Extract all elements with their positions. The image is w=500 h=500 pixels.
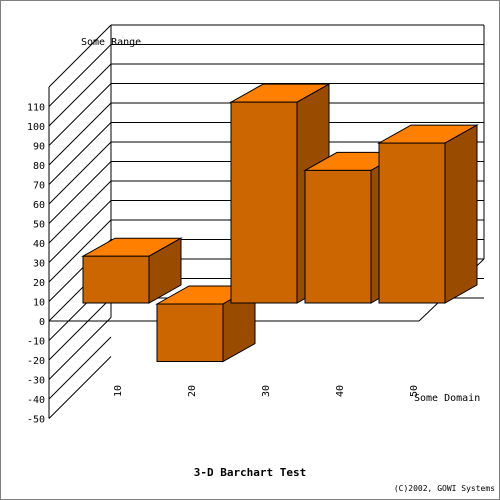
y-tick-label: -10 bbox=[27, 337, 45, 348]
y-tick-label: 0 bbox=[39, 317, 45, 328]
y-tick-label: 110 bbox=[27, 103, 45, 114]
y-tick-label: -30 bbox=[27, 376, 45, 387]
grid-diagonal bbox=[48, 83, 112, 146]
copyright-notice: (C)2002, GOWI Systems bbox=[394, 484, 495, 493]
grid-diagonal bbox=[48, 356, 112, 419]
y-tick-label: 60 bbox=[33, 200, 45, 211]
grid-diagonal bbox=[48, 122, 112, 185]
grid-diagonal bbox=[48, 317, 112, 380]
x-tick-label: 50 bbox=[409, 385, 420, 397]
bar-front-face bbox=[230, 101, 298, 304]
y-tick-label: 50 bbox=[33, 220, 45, 231]
y-tick-label: 10 bbox=[33, 298, 45, 309]
bar-front-face bbox=[156, 303, 224, 362]
bar-front-face bbox=[304, 169, 372, 304]
y-tick-label: 20 bbox=[33, 278, 45, 289]
grid-diagonal bbox=[48, 141, 112, 205]
y-tick-label: -50 bbox=[27, 415, 45, 426]
y-tick-label: -20 bbox=[27, 356, 45, 367]
y-tick-label: 80 bbox=[33, 161, 45, 172]
x-tick-label: 20 bbox=[187, 385, 198, 397]
y-tick-label: -40 bbox=[27, 395, 45, 406]
y-tick-label: 70 bbox=[33, 181, 45, 192]
y-tick-label: 90 bbox=[33, 142, 45, 153]
grid-diagonal bbox=[48, 161, 112, 224]
grid-diagonal bbox=[48, 24, 112, 88]
x-axis-label: Some Domain bbox=[414, 393, 480, 404]
x-tick-label: 40 bbox=[335, 385, 346, 397]
bar-side-face bbox=[444, 124, 478, 304]
grid-diagonal bbox=[48, 336, 112, 400]
grid-diagonal bbox=[48, 297, 112, 361]
bars bbox=[81, 83, 479, 363]
grid-diagonal bbox=[48, 44, 112, 107]
y-tick-labels: -50 -40 -30 -20 -10 0 10 20 30 40 50 60 70 80 90 100 110 bbox=[27, 103, 45, 426]
bar-50 bbox=[377, 124, 479, 304]
grid-diagonal bbox=[48, 63, 112, 127]
y-tick-label: 40 bbox=[33, 239, 45, 250]
y-tick-label: 30 bbox=[33, 259, 45, 270]
grid-diagonal bbox=[48, 180, 112, 244]
bar-10 bbox=[81, 237, 183, 304]
grid-diagonal bbox=[48, 200, 112, 263]
grid-diagonal bbox=[48, 219, 112, 283]
chart-title: 3-D Barchart Test bbox=[194, 466, 307, 479]
bar-front-face bbox=[378, 142, 446, 304]
y-tick-label: 100 bbox=[27, 122, 45, 133]
bar-front-face bbox=[82, 255, 150, 304]
x-tick-label: 30 bbox=[261, 385, 272, 397]
y-axis-label: Some Range bbox=[81, 37, 141, 48]
x-tick-labels: 10 20 30 40 50 bbox=[113, 385, 420, 397]
x-tick-label: 10 bbox=[113, 385, 124, 397]
grid-diagonal bbox=[48, 102, 112, 166]
